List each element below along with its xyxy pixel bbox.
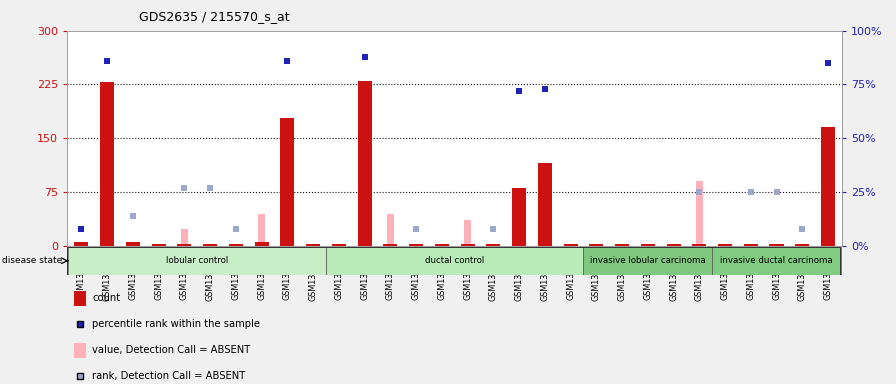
Bar	[125, 242, 140, 246]
Bar	[409, 243, 423, 246]
Bar	[68, 247, 326, 275]
Bar	[387, 214, 394, 246]
Bar	[100, 82, 114, 246]
Bar	[332, 243, 346, 246]
Point	[821, 60, 835, 66]
Bar	[693, 243, 706, 246]
Bar	[177, 243, 192, 246]
Bar	[461, 243, 475, 246]
Bar	[73, 343, 86, 358]
Bar	[326, 247, 583, 275]
Point	[280, 58, 295, 64]
Text: invasive lobular carcinoma: invasive lobular carcinoma	[590, 256, 706, 265]
Point	[538, 86, 552, 92]
Bar	[667, 243, 681, 246]
Text: ductal control: ductal control	[425, 256, 485, 265]
Bar	[435, 243, 449, 246]
Bar	[203, 243, 217, 246]
Text: rank, Detection Call = ABSENT: rank, Detection Call = ABSENT	[92, 371, 246, 381]
Bar	[583, 247, 712, 275]
Bar	[73, 291, 86, 306]
Text: invasive ductal carcinoma: invasive ductal carcinoma	[720, 256, 833, 265]
Bar	[151, 243, 166, 246]
Bar	[464, 220, 471, 246]
Bar	[641, 243, 655, 246]
Bar	[770, 243, 784, 246]
Bar	[615, 243, 629, 246]
Bar	[383, 243, 398, 246]
Bar	[487, 243, 501, 246]
Point	[409, 225, 423, 232]
Point	[487, 225, 501, 232]
Point	[228, 225, 243, 232]
Bar	[258, 214, 265, 246]
Bar	[74, 242, 89, 246]
Text: value, Detection Call = ABSENT: value, Detection Call = ABSENT	[92, 345, 251, 355]
Text: GDS2635 / 215570_s_at: GDS2635 / 215570_s_at	[139, 10, 289, 23]
Bar	[538, 163, 552, 246]
Bar	[796, 243, 809, 246]
Point	[125, 213, 140, 219]
Text: lobular control: lobular control	[166, 256, 228, 265]
Bar	[821, 127, 835, 246]
Bar	[181, 228, 188, 246]
Text: count: count	[92, 293, 121, 303]
Point	[177, 185, 192, 191]
Bar	[744, 243, 758, 246]
Bar	[228, 243, 243, 246]
Point	[770, 189, 784, 195]
Point	[74, 225, 89, 232]
Bar	[590, 243, 603, 246]
Bar	[306, 243, 320, 246]
Bar	[358, 81, 372, 246]
Bar	[564, 243, 578, 246]
Point	[693, 189, 707, 195]
Bar	[712, 247, 841, 275]
Bar	[512, 189, 526, 246]
Text: percentile rank within the sample: percentile rank within the sample	[92, 319, 261, 329]
Point	[202, 185, 217, 191]
Bar	[718, 243, 732, 246]
Point	[795, 225, 809, 232]
Point	[744, 189, 758, 195]
Point	[512, 88, 526, 94]
Bar	[280, 118, 295, 246]
Point	[358, 53, 372, 60]
Bar	[696, 181, 702, 246]
Point	[100, 58, 115, 64]
Text: disease state: disease state	[2, 256, 62, 265]
Bar	[254, 242, 269, 246]
